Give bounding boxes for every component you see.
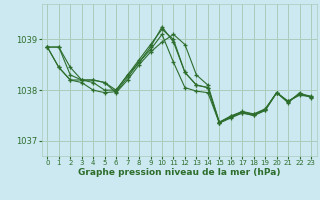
X-axis label: Graphe pression niveau de la mer (hPa): Graphe pression niveau de la mer (hPa)	[78, 168, 280, 177]
